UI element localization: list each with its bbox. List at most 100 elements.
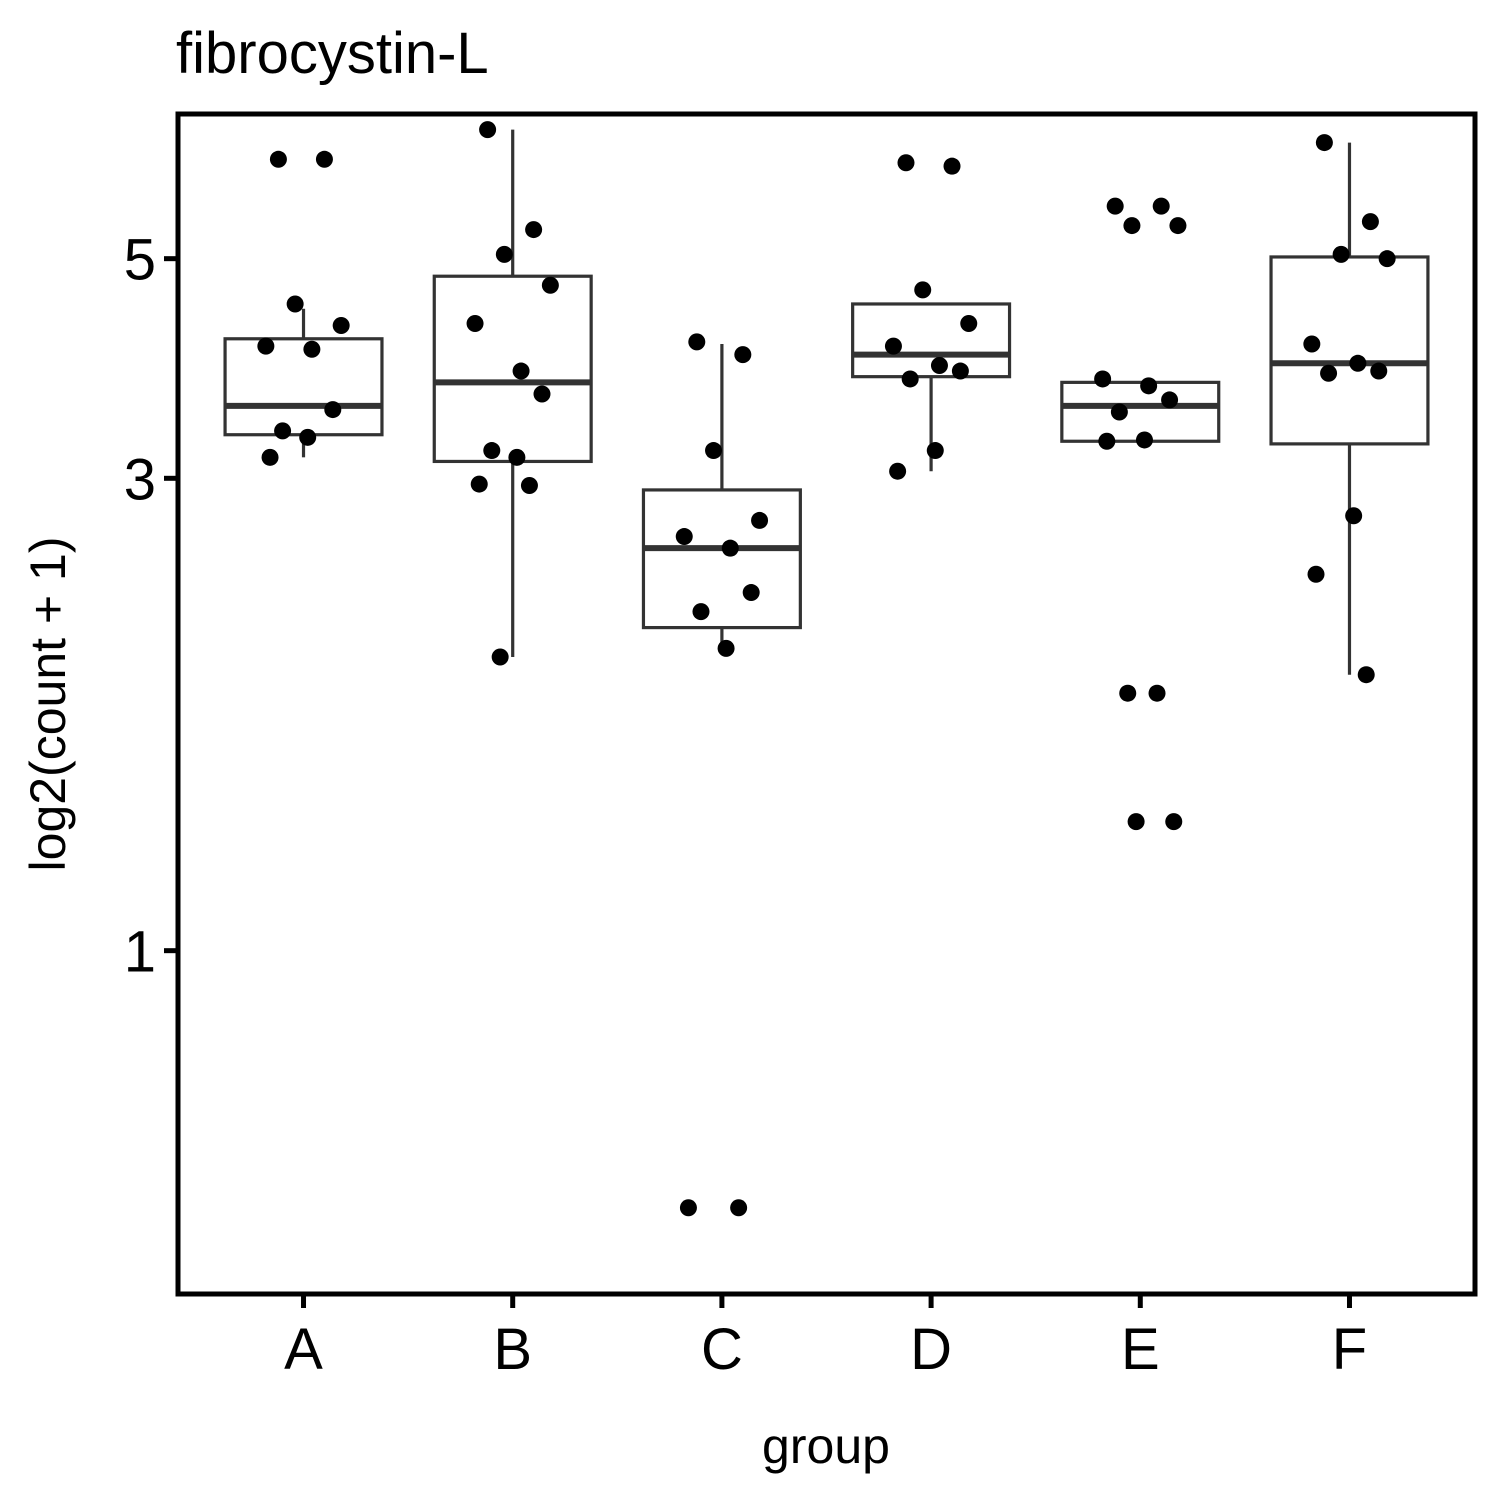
points-group-c bbox=[675, 333, 769, 1217]
data-point bbox=[1148, 684, 1166, 702]
data-point bbox=[525, 221, 543, 239]
points-group-a bbox=[257, 150, 350, 466]
axes: A B C D E F 1 3 5 bbox=[124, 228, 1367, 1382]
data-point bbox=[1165, 813, 1183, 831]
data-point bbox=[1135, 431, 1153, 449]
data-point bbox=[1320, 364, 1338, 382]
points-group-d bbox=[884, 154, 978, 480]
data-point bbox=[1169, 217, 1187, 235]
data-point bbox=[495, 245, 513, 263]
data-point bbox=[332, 317, 350, 335]
x-tick-label: B bbox=[493, 1317, 532, 1382]
box-group-c bbox=[641, 343, 802, 653]
data-point bbox=[1123, 217, 1141, 235]
data-point bbox=[951, 362, 969, 380]
data-point bbox=[675, 528, 693, 546]
box bbox=[1269, 255, 1430, 446]
data-point bbox=[286, 295, 304, 313]
y-tick-label: 5 bbox=[124, 228, 156, 293]
box-group-e bbox=[1060, 380, 1221, 443]
data-point bbox=[734, 346, 752, 364]
x-tick-label: D bbox=[910, 1317, 952, 1382]
data-point bbox=[1127, 813, 1145, 831]
data-point bbox=[884, 337, 902, 355]
data-point bbox=[512, 362, 530, 380]
data-point bbox=[742, 584, 760, 602]
data-point bbox=[1140, 377, 1158, 395]
data-point bbox=[889, 462, 907, 480]
data-point bbox=[1110, 403, 1128, 421]
data-point bbox=[1345, 507, 1363, 525]
plot-frame bbox=[175, 111, 1478, 1297]
data-point bbox=[479, 121, 497, 139]
data-point bbox=[491, 648, 509, 666]
data-point bbox=[1349, 354, 1367, 372]
box bbox=[432, 274, 593, 464]
data-point bbox=[705, 442, 723, 460]
data-point bbox=[717, 639, 735, 657]
y-tick-label: 1 bbox=[124, 920, 156, 985]
data-point bbox=[1152, 197, 1170, 215]
box bbox=[1060, 380, 1221, 443]
data-point bbox=[303, 340, 321, 358]
data-point bbox=[1119, 684, 1137, 702]
data-point bbox=[508, 448, 526, 466]
data-point bbox=[926, 442, 944, 460]
box-group-f bbox=[1269, 142, 1430, 675]
data-point bbox=[1357, 666, 1375, 684]
data-point bbox=[1098, 432, 1116, 450]
data-point bbox=[533, 385, 551, 403]
data-point bbox=[466, 315, 484, 333]
data-point bbox=[541, 276, 559, 294]
data-point bbox=[269, 150, 287, 168]
points-group-f bbox=[1303, 134, 1396, 684]
y-axis-title: log2(count + 1) bbox=[20, 537, 76, 872]
box-group-a bbox=[223, 308, 384, 458]
data-point bbox=[692, 603, 710, 621]
box-group-b bbox=[432, 129, 593, 657]
data-point bbox=[470, 475, 488, 493]
data-point bbox=[257, 337, 275, 355]
data-point bbox=[688, 333, 706, 351]
data-point bbox=[274, 422, 292, 440]
data-point bbox=[324, 401, 342, 419]
box bbox=[223, 337, 384, 437]
data-point bbox=[1303, 335, 1321, 353]
data-point bbox=[1094, 370, 1112, 388]
data-point bbox=[1361, 213, 1379, 231]
box bbox=[641, 488, 802, 630]
data-point bbox=[261, 448, 279, 466]
plot-area bbox=[223, 121, 1430, 1217]
x-tick-label: C bbox=[701, 1317, 743, 1382]
data-point bbox=[483, 442, 501, 460]
y-tick-label: 3 bbox=[124, 447, 156, 512]
points-group-b bbox=[466, 121, 559, 666]
data-point bbox=[930, 357, 948, 375]
data-point bbox=[751, 511, 769, 529]
points-group-e bbox=[1094, 197, 1187, 831]
data-point bbox=[897, 154, 915, 172]
data-point bbox=[315, 150, 333, 168]
x-axis-title: group bbox=[762, 1418, 890, 1474]
data-point bbox=[1161, 391, 1179, 409]
x-tick-label: A bbox=[284, 1317, 323, 1382]
x-tick-label: F bbox=[1332, 1317, 1367, 1382]
data-point bbox=[943, 157, 961, 175]
data-point bbox=[1106, 197, 1124, 215]
data-point bbox=[1378, 250, 1396, 268]
data-point bbox=[730, 1199, 748, 1217]
data-point bbox=[299, 428, 317, 446]
data-point bbox=[1315, 134, 1333, 152]
chart-title: fibrocystin-L bbox=[176, 21, 489, 86]
data-point bbox=[679, 1199, 697, 1217]
data-point bbox=[1370, 362, 1388, 380]
data-point bbox=[914, 281, 932, 299]
data-point bbox=[960, 315, 978, 333]
x-tick-label: E bbox=[1121, 1317, 1160, 1382]
data-point bbox=[520, 477, 538, 495]
data-point bbox=[901, 370, 919, 388]
data-point bbox=[1307, 565, 1325, 583]
data-point bbox=[1332, 245, 1350, 263]
data-point bbox=[721, 539, 739, 557]
